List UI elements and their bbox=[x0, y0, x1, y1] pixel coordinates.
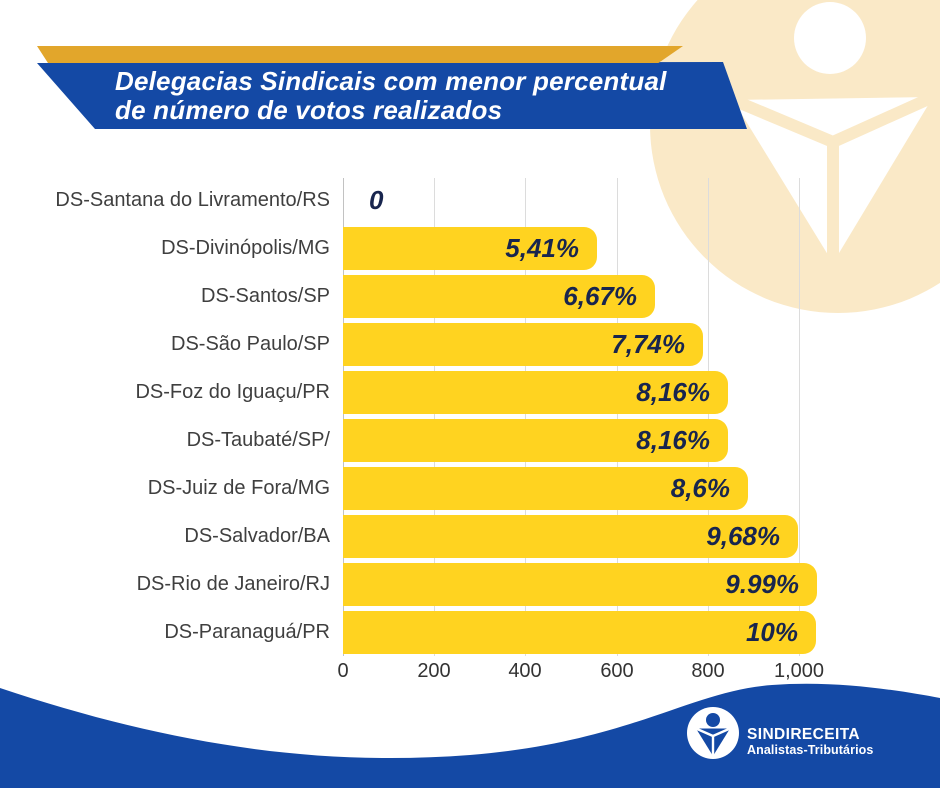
gridline bbox=[708, 178, 709, 656]
x-tick-label: 800 bbox=[691, 660, 725, 682]
category-label: DS-São Paulo/SP bbox=[171, 332, 330, 355]
bar: 7,74% bbox=[343, 323, 703, 366]
header-banner: Delegacias Sindicais com menor percentua… bbox=[37, 62, 747, 129]
category-label: DS-Salvador/BA bbox=[184, 524, 330, 547]
category-label: DS-Paranaguá/PR bbox=[164, 620, 330, 643]
category-label: DS-Santana do Livramento/RS bbox=[55, 188, 330, 211]
bar-value-label: 8,16% bbox=[636, 425, 710, 455]
bar-value-label: 8,6% bbox=[670, 473, 730, 503]
bar-value-label: 9.99% bbox=[725, 569, 799, 599]
bar: 6,67% bbox=[343, 275, 655, 318]
header-gold-ribbon bbox=[37, 46, 683, 63]
x-tick-label: 600 bbox=[600, 660, 634, 682]
category-label: DS-Santos/SP bbox=[201, 284, 330, 307]
category-label: DS-Rio de Janeiro/RJ bbox=[136, 572, 330, 595]
bar-value-label: 9,68% bbox=[706, 521, 780, 551]
bar: 8,16% bbox=[343, 371, 728, 414]
gridline bbox=[434, 178, 435, 656]
bar-value-label: 6,67% bbox=[563, 281, 637, 311]
page-title-line2: de número de votos realizados bbox=[115, 95, 503, 125]
gridline bbox=[617, 178, 618, 656]
x-tick-label: 0 bbox=[337, 660, 349, 682]
gridline bbox=[525, 178, 526, 656]
bar: 5,41% bbox=[343, 227, 597, 270]
x-axis-ticks: 0 200 400 600 800 1,000 bbox=[337, 656, 824, 686]
category-label: DS-Divinópolis/MG bbox=[161, 236, 330, 259]
sindireceita-logo-icon bbox=[687, 707, 739, 759]
category-label: DS-Taubaté/SP/ bbox=[186, 428, 330, 451]
bar: 9,68% bbox=[343, 515, 798, 558]
x-tick-label: 200 bbox=[417, 660, 451, 682]
bar-value-label: 0 bbox=[369, 185, 384, 215]
bar-chart: DS-Santana do Livramento/RS DS-Divinópoli… bbox=[20, 176, 824, 686]
bar: 10% bbox=[343, 611, 816, 654]
bar-value-label: 5,41% bbox=[505, 233, 579, 263]
page-title-line1: Delegacias Sindicais com menor percentua… bbox=[115, 66, 667, 96]
chart-plot-area: 0 5,41% 6,67% 7,74% 8,16% 8,16% 8,6% 9,68% 9.99%… bbox=[343, 176, 817, 656]
bar: 9.99% bbox=[343, 563, 817, 606]
bar: 8,16% bbox=[343, 419, 728, 462]
x-tick-label: 400 bbox=[508, 660, 542, 682]
org-name: SINDIRECEITA bbox=[747, 726, 861, 743]
y-axis-line bbox=[343, 178, 344, 656]
category-label: DS-Foz do Iguaçu/PR bbox=[135, 380, 330, 403]
category-label: DS-Juiz de Fora/MG bbox=[147, 476, 330, 499]
x-tick-label: 1,000 bbox=[773, 660, 825, 682]
bar-value-label: 7,74% bbox=[611, 329, 685, 359]
gridline bbox=[799, 178, 800, 656]
watermark-logo-icon bbox=[727, 2, 939, 269]
chart-category-labels: DS-Santana do Livramento/RS DS-Divinópoli… bbox=[20, 176, 343, 656]
bar: 8,6% bbox=[343, 467, 748, 510]
bar-value-label: 10% bbox=[745, 617, 798, 647]
org-subtitle: Analistas-Tributários bbox=[747, 743, 874, 757]
page-title: Delegacias Sindicais com menor percentua… bbox=[115, 67, 667, 125]
footer-wave bbox=[0, 680, 940, 788]
bar-value-label: 8,16% bbox=[636, 377, 710, 407]
